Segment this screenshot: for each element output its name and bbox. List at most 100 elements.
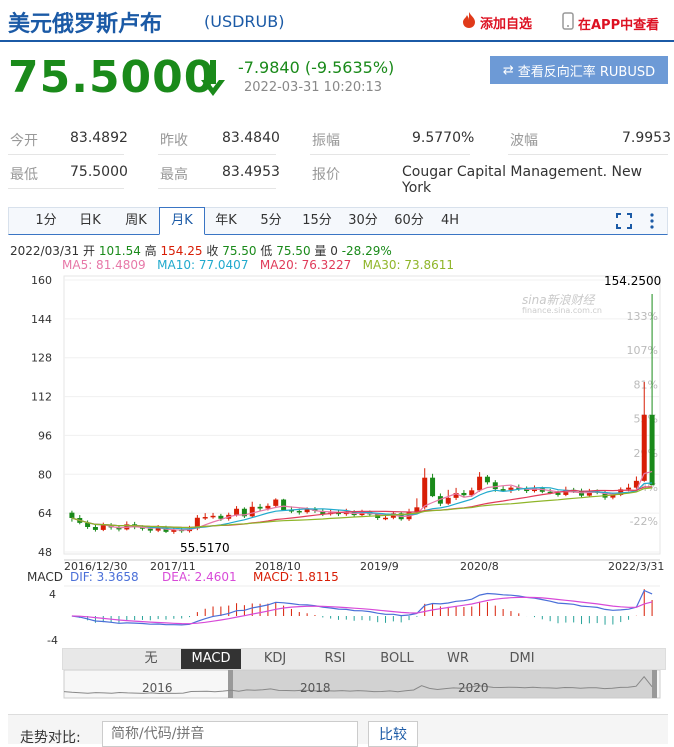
add-favorite-button[interactable]: 添加自选 — [462, 12, 532, 32]
ma5-value: MA5: 81.4809 — [62, 258, 146, 272]
y-tick-label: 128 — [31, 352, 52, 365]
tab-5min[interactable]: 5分 — [260, 213, 282, 228]
fullscreen-icon[interactable] — [615, 212, 633, 230]
y-tick-label: 112 — [31, 391, 52, 404]
candle-body — [492, 482, 498, 490]
tab-60min[interactable]: 60分 — [394, 213, 424, 228]
x-tick-label: 2017/11 — [150, 560, 196, 573]
candle-body — [288, 509, 294, 512]
compare-button[interactable]: 比较 — [368, 721, 418, 747]
candle-body — [218, 515, 224, 519]
y-tick-label: 160 — [31, 274, 52, 287]
tab-daily[interactable]: 日K — [79, 213, 101, 228]
candle-body — [633, 480, 639, 488]
pct-tick-label: 107% — [627, 344, 658, 357]
bar-close-label: 收 — [206, 244, 219, 258]
tab-monthly[interactable]: 月K — [159, 207, 205, 235]
navigator-year-label: 2016 — [142, 681, 173, 695]
candle-body — [241, 508, 247, 517]
macd-dea: DEA: 2.4601 — [162, 570, 237, 584]
macd-dif: DIF: 3.3658 — [70, 570, 139, 584]
ma30-line — [71, 487, 653, 529]
page-title: 美元俄罗斯卢布 — [8, 12, 163, 37]
bar-open: 101.54 — [98, 244, 141, 258]
candle-body — [547, 491, 553, 494]
current-price: 75.5000 — [8, 52, 216, 103]
dea-line — [71, 596, 653, 625]
amplitude-value: 9.5770% — [412, 130, 475, 146]
tab-30min[interactable]: 30分 — [348, 213, 378, 228]
tab-weekly[interactable]: 周K — [125, 213, 147, 228]
candle-body — [92, 526, 98, 530]
candle-body — [563, 489, 569, 495]
ma10-line — [71, 482, 653, 530]
open-value: 83.4892 — [70, 130, 128, 146]
candle-body — [414, 507, 420, 512]
x-tick-label: 2018/10 — [255, 560, 301, 573]
candle-body — [155, 527, 161, 531]
candle-body — [422, 477, 428, 508]
price-change: -7.9840 (-9.5635%) — [238, 58, 395, 77]
candle-body — [508, 487, 514, 490]
candle-body — [649, 414, 655, 486]
compare-input[interactable] — [102, 721, 358, 747]
bar-volume: 0 — [330, 244, 338, 258]
candle-body — [171, 529, 177, 532]
quote-source-label: 报价 — [312, 167, 340, 183]
tab-yearly[interactable]: 年K — [215, 213, 237, 228]
ma20-value: MA20: 76.3227 — [259, 258, 352, 272]
tab-none[interactable]: 无 — [144, 651, 158, 666]
candle-body — [304, 509, 310, 513]
pct-tick-label: 133% — [627, 310, 658, 323]
amplitude-label: 振幅 — [312, 133, 340, 149]
candle-body — [461, 492, 467, 496]
tab-4h[interactable]: 4H — [440, 213, 460, 228]
view-in-app-button[interactable]: 在APP中查看 — [562, 12, 659, 34]
candle-body — [147, 528, 153, 531]
sina-watermark: sina新浪财经 — [522, 293, 597, 307]
tab-wr[interactable]: WR — [447, 651, 469, 666]
bar-low-label: 低 — [260, 244, 273, 258]
candle-body — [586, 491, 592, 496]
candle-body — [249, 506, 255, 517]
candle-body — [445, 497, 451, 504]
candle-body — [210, 515, 216, 518]
tab-macd[interactable]: MACD — [181, 649, 241, 669]
compare-bar: 走势对比: 比较 — [8, 714, 668, 747]
bar-high-label: 高 — [144, 244, 157, 258]
candle-body — [618, 489, 624, 495]
more-menu-icon[interactable] — [647, 212, 657, 230]
pct-tick-label: -22% — [630, 515, 658, 528]
reverse-rate-label: 查看反向汇率 RUBUSD — [517, 64, 656, 80]
y-tick-label: 144 — [31, 313, 52, 326]
low-value: 75.5000 — [70, 164, 128, 180]
bar-close: 75.50 — [222, 244, 257, 258]
wave-label: 波幅 — [510, 133, 538, 149]
quote-source-value: Cougar Capital Management. New York — [402, 164, 643, 196]
max-price-label: 154.2500 — [604, 274, 661, 288]
symbol-code: (USDRUB) — [204, 12, 285, 31]
y-tick-label: 96 — [38, 429, 52, 442]
candle-body — [500, 489, 506, 491]
navigator-handle-right — [652, 670, 657, 698]
candle-body — [69, 512, 75, 518]
tab-1min[interactable]: 1分 — [35, 213, 57, 228]
compare-label: 走势对比: — [20, 730, 81, 746]
candle-body — [265, 505, 271, 509]
tab-boll[interactable]: BOLL — [380, 651, 414, 666]
tab-rsi[interactable]: RSI — [324, 651, 346, 666]
candle-body — [626, 487, 632, 490]
x-tick-label: 2020/8 — [460, 560, 499, 573]
prev-close-label: 昨收 — [160, 133, 188, 149]
tab-dmi[interactable]: DMI — [509, 651, 535, 666]
kline-chart[interactable]: sina新浪财经 finance.sina.com.cn 160 144 128 11… — [0, 272, 674, 712]
ma5-line — [71, 471, 653, 531]
view-in-app-label: 在APP中查看 — [578, 17, 660, 33]
bar-high: 154.25 — [160, 244, 203, 258]
x-tick-label: 2019/9 — [360, 560, 399, 573]
tab-kdj[interactable]: KDJ — [263, 651, 287, 666]
reverse-rate-button[interactable]: ⇄ 查看反向汇率 RUBUSD — [490, 56, 668, 84]
candle-body — [484, 476, 490, 483]
tab-15min[interactable]: 15分 — [302, 213, 332, 228]
candle-body — [469, 490, 475, 496]
